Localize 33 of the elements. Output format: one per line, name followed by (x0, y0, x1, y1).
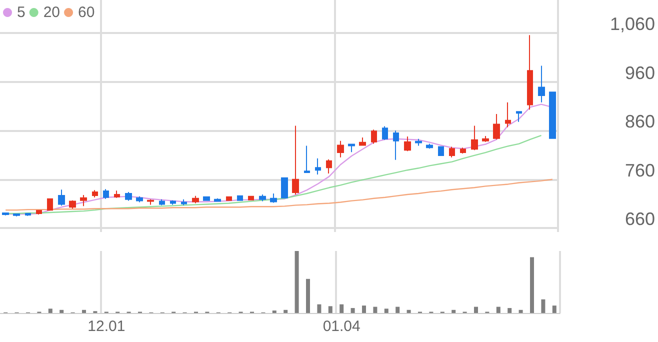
bar (508, 308, 512, 313)
bar (406, 310, 411, 313)
legend-label: 60 (78, 4, 95, 21)
y-tick-label: 860 (624, 112, 655, 132)
bar (496, 306, 500, 313)
bar (396, 306, 400, 313)
bar (373, 306, 378, 313)
bar (284, 310, 288, 313)
bar (82, 310, 86, 313)
bar (60, 310, 64, 313)
bar (340, 304, 344, 313)
bar (384, 308, 388, 313)
bar (294, 251, 299, 313)
x-tick-label: 01.04 (322, 318, 360, 335)
bar (350, 308, 355, 313)
bar (530, 257, 534, 313)
legend-label: 5 (17, 4, 26, 21)
bar (328, 306, 332, 313)
y-tick-label: 960 (624, 62, 655, 83)
y-tick-label: 660 (624, 209, 655, 230)
bar (362, 306, 366, 313)
bar (541, 299, 546, 313)
legend-label: 20 (43, 4, 60, 21)
bar (306, 278, 310, 313)
bar (518, 310, 523, 313)
bar (474, 306, 478, 313)
y-tick-label: 1,060 (610, 14, 655, 34)
bar (452, 310, 456, 313)
x-tick-label: 12.01 (88, 318, 126, 335)
bar (48, 308, 52, 313)
y-tick-label: 760 (624, 160, 655, 180)
bar (317, 304, 322, 313)
bar (552, 306, 556, 313)
